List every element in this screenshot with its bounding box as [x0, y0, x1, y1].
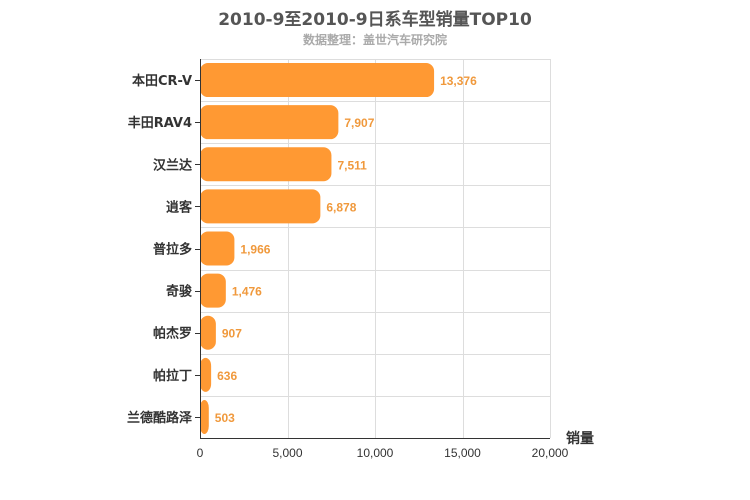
data-label: 1,966	[240, 243, 270, 257]
x-tick-label: 0	[197, 446, 204, 460]
data-label: 907	[222, 327, 242, 341]
bar	[200, 357, 212, 392]
y-category-label: 帕拉丁	[153, 368, 192, 384]
y-category-label: 逍客	[166, 199, 193, 215]
y-category-label: 汉兰达	[153, 157, 192, 173]
y-category-label: 丰田RAV4	[128, 115, 192, 131]
data-label: 7,511	[337, 158, 367, 172]
x-tick-label: 15,000	[444, 446, 481, 460]
y-category-label: 兰德酷路泽	[127, 410, 193, 426]
y-category-label: 本田CR-V	[132, 73, 192, 89]
chart-subtitle: 数据整理：盖世汽车研究院	[302, 33, 447, 47]
y-category-label: 奇骏	[166, 284, 193, 300]
data-label: 1,476	[232, 285, 262, 299]
y-category-label: 普拉多	[153, 242, 192, 258]
x-tick-label: 10,000	[357, 446, 394, 460]
data-label: 13,376	[440, 74, 477, 88]
bar	[200, 273, 226, 308]
chart-title: 2010-9至2010-9日系车型销量TOP10	[218, 10, 532, 30]
bar	[200, 315, 216, 350]
bar	[200, 189, 321, 224]
bar	[200, 399, 209, 434]
data-label: 6,878	[326, 200, 356, 214]
x-tick-label: 5,000	[272, 446, 302, 460]
y-category-label: 帕杰罗	[153, 326, 192, 342]
data-label: 7,907	[344, 116, 374, 130]
bar	[200, 147, 332, 182]
data-label: 503	[215, 411, 235, 425]
data-label: 636	[217, 369, 237, 383]
x-axis-title: 销量	[566, 430, 594, 447]
bar	[200, 231, 235, 266]
x-tick-label: 20,000	[532, 446, 569, 460]
bars	[200, 63, 435, 434]
bar	[200, 105, 339, 140]
bar	[200, 63, 435, 98]
labels: 0 5,000 10,000 15,000 20,000 本田CR-V 13,376 丰田RA…	[127, 73, 569, 460]
axes	[195, 59, 550, 439]
